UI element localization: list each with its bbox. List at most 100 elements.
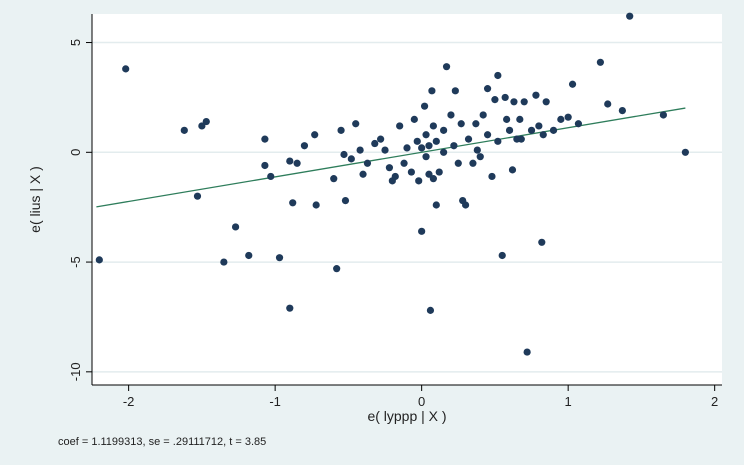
data-point: [539, 131, 547, 139]
data-point: [289, 199, 297, 207]
data-point: [604, 100, 612, 108]
x-tick-label: -1: [269, 394, 281, 409]
data-point: [432, 201, 440, 209]
data-point: [483, 85, 492, 93]
y-tick-label: 0: [68, 149, 83, 156]
data-point: [494, 71, 502, 80]
data-point: [286, 304, 294, 312]
data-point: [363, 159, 372, 167]
data-point: [356, 146, 364, 154]
data-point: [681, 148, 689, 156]
data-point: [403, 144, 411, 152]
data-point: [415, 177, 423, 185]
data-point: [557, 115, 565, 123]
data-point: [426, 306, 435, 314]
data-point: [418, 227, 426, 235]
data-point: [300, 142, 309, 150]
data-point: [469, 159, 477, 167]
data-point: [410, 115, 418, 123]
data-point: [391, 172, 399, 181]
data-point: [473, 146, 481, 154]
data-point: [371, 139, 379, 148]
x-tick-label: 1: [565, 394, 572, 409]
data-point: [488, 172, 496, 181]
data-point: [464, 135, 473, 143]
data-point: [596, 58, 604, 66]
data-point: [494, 137, 502, 145]
x-tick-label: -2: [123, 394, 135, 409]
y-tick-label: 5: [68, 39, 83, 46]
data-point: [457, 120, 465, 128]
data-point: [535, 122, 543, 130]
data-point: [483, 131, 492, 139]
data-point: [95, 256, 103, 264]
data-point: [425, 170, 433, 178]
data-point: [122, 65, 130, 73]
data-point: [491, 96, 499, 104]
fit-line-layer: [96, 107, 686, 208]
data-point: [341, 196, 350, 205]
data-point: [447, 111, 455, 119]
data-point: [381, 146, 389, 154]
data-point: [527, 126, 536, 134]
data-point: [510, 98, 518, 106]
x-tick-label: 0: [418, 394, 425, 409]
x-tick-label: 2: [711, 394, 718, 409]
data-point: [337, 126, 345, 134]
data-point: [516, 115, 524, 123]
data-point: [429, 122, 437, 130]
data-point: [429, 175, 437, 183]
data-point: [245, 251, 253, 260]
data-point: [505, 126, 514, 134]
y-tick-label: -10: [68, 362, 83, 381]
y-tick-label: -5: [68, 256, 83, 268]
data-point: [503, 115, 511, 123]
data-point: [275, 254, 284, 262]
data-point: [574, 120, 583, 128]
data-point: [523, 348, 531, 356]
data-point: [396, 122, 404, 130]
data-point: [293, 159, 301, 167]
data-point: [286, 157, 294, 165]
data-point: [220, 258, 228, 266]
data-point: [311, 131, 319, 139]
data-point: [407, 168, 415, 176]
data-point: [267, 172, 275, 181]
data-point: [498, 251, 506, 260]
data-point: [377, 135, 385, 143]
data-point: [202, 117, 210, 126]
data-point: [532, 91, 540, 99]
labels: e( lyppp | X ) e( lius | X ) coef = 1.11…: [27, 166, 447, 448]
data-point: [618, 106, 626, 115]
data-point: [432, 137, 440, 145]
data-point: [462, 201, 470, 209]
data-point: [626, 12, 634, 20]
axes: 50-5-10-2 -1 0 1 2: [68, 14, 722, 409]
data-point: [520, 98, 528, 106]
data-point: [420, 102, 429, 110]
data-point: [442, 63, 451, 71]
data-point: [347, 155, 355, 163]
data-point: [508, 166, 517, 174]
data-point: [312, 201, 320, 209]
data-point: [231, 223, 240, 231]
data-point: [476, 153, 484, 161]
y-axis-label: e( lius | X ): [27, 166, 43, 233]
data-point: [180, 126, 188, 134]
data-point: [517, 135, 525, 143]
data-point: [538, 238, 546, 246]
regression-note: coef = 1.1199313, se = .29111712, t = 3.…: [58, 436, 266, 448]
data-point: [333, 265, 341, 273]
data-point: [330, 175, 338, 183]
data-point: [413, 137, 421, 145]
data-point: [400, 159, 408, 167]
data-point: [440, 148, 448, 156]
data-point: [340, 150, 348, 159]
data-point: [261, 135, 269, 143]
data-point: [422, 131, 430, 139]
data-point: [435, 168, 443, 176]
data-point: [479, 111, 487, 119]
data-point: [450, 142, 458, 150]
